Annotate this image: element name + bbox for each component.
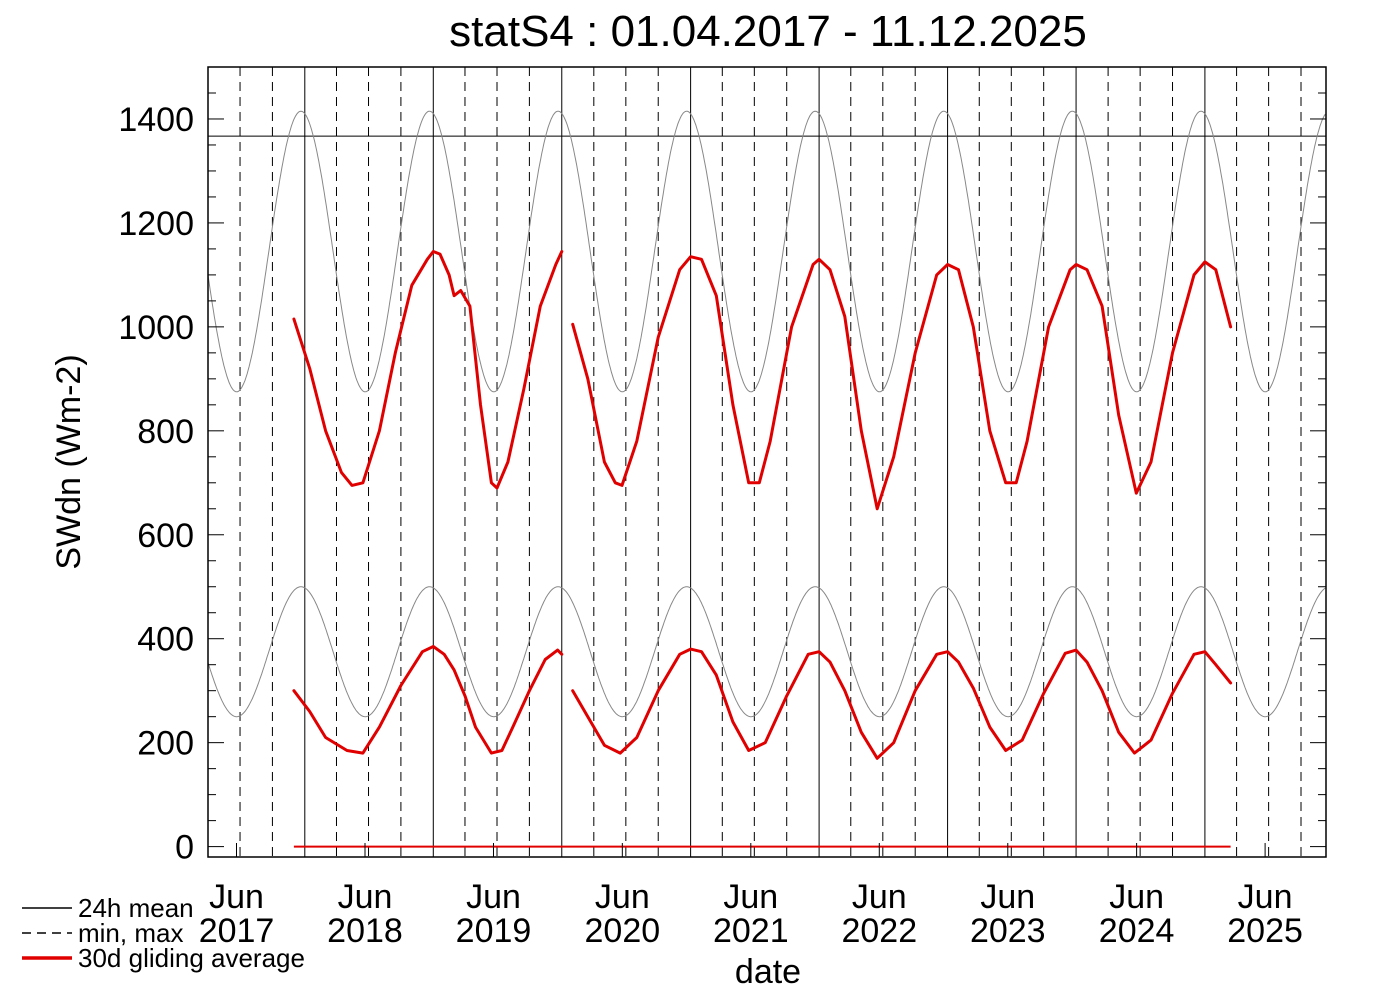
x-tick-label-year: 2020 bbox=[585, 912, 661, 950]
x-tick-label-year: 2025 bbox=[1227, 912, 1303, 950]
clear-sky-max-curve bbox=[207, 110, 1326, 393]
clear-sky-mean-curve bbox=[207, 586, 1326, 718]
series-line-1 bbox=[571, 647, 1233, 760]
x-axis-label: date bbox=[735, 953, 801, 991]
x-tick-label-year: 2021 bbox=[713, 912, 789, 950]
x-tick-label-year: 2017 bbox=[199, 912, 275, 950]
reference-curves bbox=[207, 110, 1326, 848]
grid-lines bbox=[239, 67, 1302, 857]
x-tick-label-year: 2022 bbox=[841, 912, 917, 950]
x-tick-label-month: Jun bbox=[466, 878, 521, 916]
y-axis: 0 200 400 600 800 1000 1200 1400 bbox=[118, 66, 1326, 867]
x-tick-label-year: 2024 bbox=[1099, 912, 1175, 950]
x-tick-label-month: Jun bbox=[723, 878, 778, 916]
x-tick-label-month: Jun bbox=[1109, 878, 1164, 916]
legend-label-min-max: min, max bbox=[78, 918, 183, 948]
x-tick-label-month: Jun bbox=[852, 878, 907, 916]
legend-label-24h-mean: 24h mean bbox=[78, 893, 194, 923]
y-axis-label: SWdn (Wm-2) bbox=[50, 354, 88, 569]
x-tick-label-year: 2019 bbox=[456, 912, 532, 950]
data-series bbox=[292, 250, 1233, 760]
chart-title: statS4 : 01.04.2017 - 11.12.2025 bbox=[449, 7, 1087, 56]
y-tick-label: 1000 bbox=[118, 309, 194, 347]
x-tick-label-year: 2018 bbox=[327, 912, 403, 950]
x-tick-label-month: Jun bbox=[980, 878, 1035, 916]
x-tick-label-month: Jun bbox=[595, 878, 650, 916]
y-tick-label: 400 bbox=[137, 621, 194, 659]
x-axis: Jun2017Jun2018Jun2019Jun2020Jun2021Jun20… bbox=[199, 843, 1303, 950]
y-tick-label: 1200 bbox=[118, 205, 194, 243]
x-tick-label-year: 2023 bbox=[970, 912, 1046, 950]
series-line-2 bbox=[292, 250, 564, 490]
plot-frame bbox=[207, 66, 1327, 858]
y-tick-label: 1400 bbox=[118, 101, 194, 139]
y-tick-label: 200 bbox=[137, 725, 194, 763]
y-tick-label: 600 bbox=[137, 517, 194, 555]
legend-label-30d-average: 30d gliding average bbox=[78, 943, 305, 973]
legend: 24h mean min, max 30d gliding average bbox=[22, 893, 305, 973]
series-line-0 bbox=[292, 645, 564, 755]
x-tick-label-month: Jun bbox=[338, 878, 393, 916]
x-tick-label-month: Jun bbox=[1238, 878, 1293, 916]
series-line-3 bbox=[571, 255, 1233, 511]
y-tick-label: 0 bbox=[175, 829, 194, 867]
y-tick-label: 800 bbox=[137, 413, 194, 451]
x-tick-label-month: Jun bbox=[209, 878, 264, 916]
